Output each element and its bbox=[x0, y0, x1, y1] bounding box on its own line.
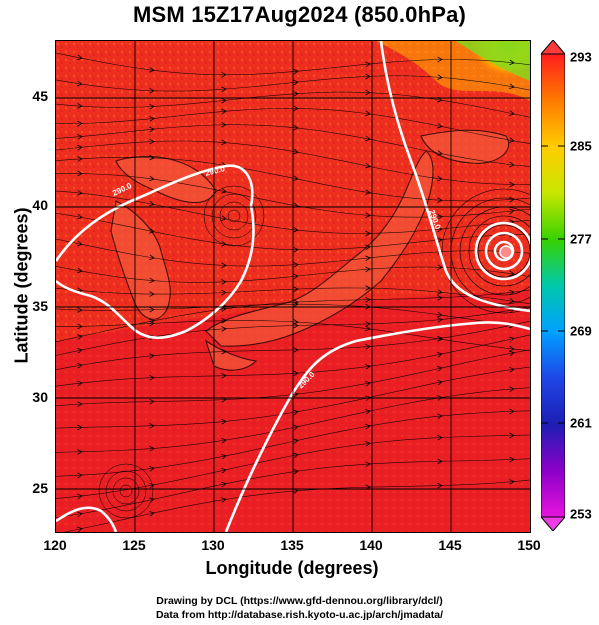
lat-tick-25: 25 bbox=[32, 480, 48, 496]
lon-tick-145: 145 bbox=[438, 537, 462, 553]
lon-tick-140: 140 bbox=[359, 537, 383, 553]
lat-tick-45: 45 bbox=[32, 88, 48, 104]
colorbar-tick-269: 269 bbox=[570, 323, 592, 339]
lat-tick-35: 35 bbox=[32, 298, 48, 314]
map-plot-area: 290.0 290.0 290.0 290.0 bbox=[55, 40, 531, 533]
y-axis-label: Latitude (degrees) bbox=[11, 207, 32, 364]
colorbar-max-arrow bbox=[539, 39, 567, 55]
lon-tick-150: 150 bbox=[517, 537, 541, 553]
lat-tick-40: 40 bbox=[32, 197, 48, 213]
credit-data: Data from http://database.rish.kyoto-u.a… bbox=[155, 609, 444, 621]
colorbar-tick-293: 293 bbox=[570, 49, 592, 65]
lon-tick-125: 125 bbox=[122, 537, 146, 553]
credit-drawing: Drawing by DCL (https://www.gfd-dennou.o… bbox=[156, 595, 443, 607]
colorbar-tick-285: 285 bbox=[570, 138, 592, 154]
colorbar bbox=[539, 39, 567, 532]
wind-streamlines bbox=[56, 52, 530, 532]
lon-tick-120: 120 bbox=[43, 537, 67, 553]
lon-tick-130: 130 bbox=[201, 537, 225, 553]
x-axis-label: Longitude (degrees) bbox=[205, 558, 379, 578]
colorbar-tick-261: 261 bbox=[570, 415, 592, 431]
colorbar-gradient bbox=[539, 39, 567, 532]
lon-tick-135: 135 bbox=[280, 537, 304, 553]
colorbar-tick-253: 253 bbox=[570, 506, 592, 522]
colorbar-tick-277: 277 bbox=[570, 231, 592, 247]
lat-tick-30: 30 bbox=[32, 389, 48, 405]
lat-lon-grid bbox=[56, 41, 530, 532]
colorbar-min-arrow bbox=[539, 516, 567, 532]
map-title: MSM 15Z17Aug2024 (850.0hPa) bbox=[132, 2, 467, 27]
